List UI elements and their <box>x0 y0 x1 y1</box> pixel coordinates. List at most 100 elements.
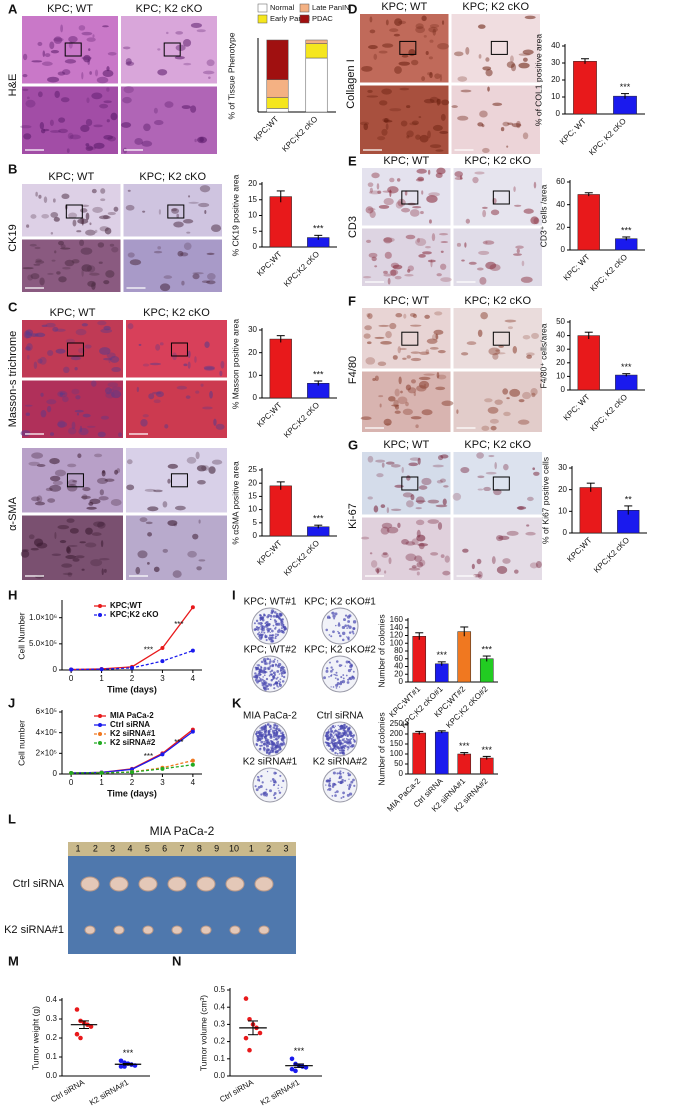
texture <box>415 424 419 429</box>
colony <box>275 677 278 680</box>
texture <box>394 66 402 74</box>
colony <box>329 747 332 749</box>
colony <box>258 672 261 674</box>
bar <box>269 338 292 399</box>
texture <box>383 197 394 206</box>
series-marker <box>99 770 104 775</box>
texture <box>167 478 171 484</box>
texture <box>118 432 122 438</box>
bar <box>613 95 637 115</box>
texture <box>23 133 32 140</box>
x-tick-label: KPC;WT <box>255 249 283 277</box>
texture <box>79 425 83 433</box>
micrograph <box>453 452 542 515</box>
colony <box>264 737 267 740</box>
colony <box>259 670 263 674</box>
texture <box>136 386 140 393</box>
texture <box>418 485 428 490</box>
texture <box>123 85 134 94</box>
texture <box>196 136 208 144</box>
texture <box>183 62 192 66</box>
texture <box>430 259 433 268</box>
texture <box>26 224 30 228</box>
colony <box>267 683 271 686</box>
colony <box>264 729 266 731</box>
texture <box>155 344 161 351</box>
data-point <box>243 1035 249 1041</box>
texture <box>415 26 426 34</box>
colony <box>272 732 276 736</box>
significance: *** <box>313 514 324 524</box>
colony <box>281 734 285 738</box>
texture <box>147 561 150 565</box>
colony <box>341 638 345 642</box>
micrograph <box>126 320 227 378</box>
colony <box>268 675 271 677</box>
micrograph <box>126 380 227 438</box>
texture <box>103 280 110 285</box>
texture <box>153 107 158 114</box>
colony <box>272 624 275 627</box>
colony <box>348 740 352 744</box>
texture <box>186 231 191 234</box>
dish-label: KPC; K2 cKO#1 <box>304 597 376 608</box>
texture <box>442 570 451 576</box>
column-label: KPC; K2 cKO <box>464 155 531 167</box>
texture <box>202 406 213 410</box>
colony <box>336 746 340 749</box>
inset-box <box>167 204 185 219</box>
texture <box>36 542 48 549</box>
colony <box>277 740 280 743</box>
column-label: KPC; WT <box>383 155 429 167</box>
x-tick-label: 3 <box>160 778 165 787</box>
bar <box>412 732 427 775</box>
texture <box>109 243 115 247</box>
colony <box>270 609 275 613</box>
data-point <box>293 1068 298 1074</box>
colony <box>279 613 283 617</box>
texture <box>415 500 426 503</box>
texture <box>186 456 197 464</box>
texture <box>99 557 110 561</box>
y-tick-label: 120 <box>390 631 404 640</box>
colony <box>273 687 276 690</box>
y-tick-label: 1.0×10⁶ <box>29 613 57 622</box>
texture <box>526 354 532 359</box>
colony <box>326 667 329 670</box>
texture <box>421 76 426 82</box>
texture <box>517 419 530 425</box>
colony <box>336 772 339 775</box>
texture <box>503 411 511 417</box>
texture <box>381 522 393 529</box>
y-tick-label: 0.3 <box>46 1014 58 1023</box>
texture <box>85 229 96 236</box>
colony <box>266 723 270 726</box>
y-tick-label: 30 <box>558 463 567 472</box>
texture <box>436 98 442 105</box>
colony <box>277 629 281 634</box>
texture <box>511 123 522 128</box>
texture <box>96 76 109 84</box>
colony <box>330 666 333 669</box>
texture <box>513 186 516 192</box>
texture <box>479 110 488 118</box>
texture <box>97 242 105 248</box>
texture <box>438 232 449 236</box>
texture <box>47 76 60 83</box>
texture <box>436 479 443 484</box>
ruler-number: 7 <box>179 843 184 853</box>
texture <box>81 494 88 500</box>
legend-label: MIA PaCa-2 <box>110 711 154 720</box>
texture <box>397 522 401 528</box>
colony <box>264 730 267 732</box>
texture <box>201 280 211 284</box>
colony <box>270 615 273 618</box>
micrograph <box>22 16 118 84</box>
texture <box>452 492 462 501</box>
micrograph <box>126 448 227 513</box>
texture <box>482 147 490 154</box>
texture <box>513 204 522 207</box>
texture <box>401 54 409 58</box>
colony <box>335 687 338 689</box>
x-tick-label: KPC; K2 cKO <box>587 117 628 158</box>
